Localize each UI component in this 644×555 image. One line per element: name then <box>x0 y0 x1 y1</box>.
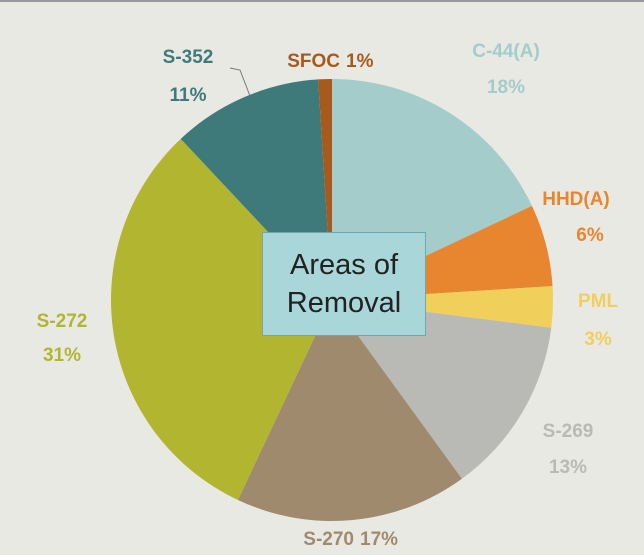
slice-value-label: 13% <box>549 457 587 478</box>
slice-value-label: 18% <box>487 77 525 98</box>
leader-line <box>229 67 251 97</box>
slice-value-label: 31% <box>43 345 81 366</box>
slice-label: S-272 <box>37 311 88 332</box>
pie-slice <box>237 300 462 521</box>
slice-label: S-270 <box>303 529 354 550</box>
pie-slice <box>110 138 332 500</box>
slice-label: SFOC <box>287 51 340 72</box>
chart-title: Areas of Removal <box>262 232 426 336</box>
slice-value-label: 6% <box>576 225 604 246</box>
slice-value-label: 17% <box>360 529 398 550</box>
slice-label: S-352 <box>163 47 214 68</box>
slice-value-label: 11% <box>170 85 207 106</box>
slice-label: PML <box>578 291 619 312</box>
pie-slice <box>332 300 552 479</box>
slice-label: S-269 <box>543 421 594 442</box>
slice-label: C-44(A) <box>472 41 540 62</box>
slice-value-label: 1% <box>346 51 374 72</box>
slice-label: HHD(A) <box>542 189 610 210</box>
pie-slice <box>332 286 553 328</box>
slice-value-label: 3% <box>584 329 612 350</box>
